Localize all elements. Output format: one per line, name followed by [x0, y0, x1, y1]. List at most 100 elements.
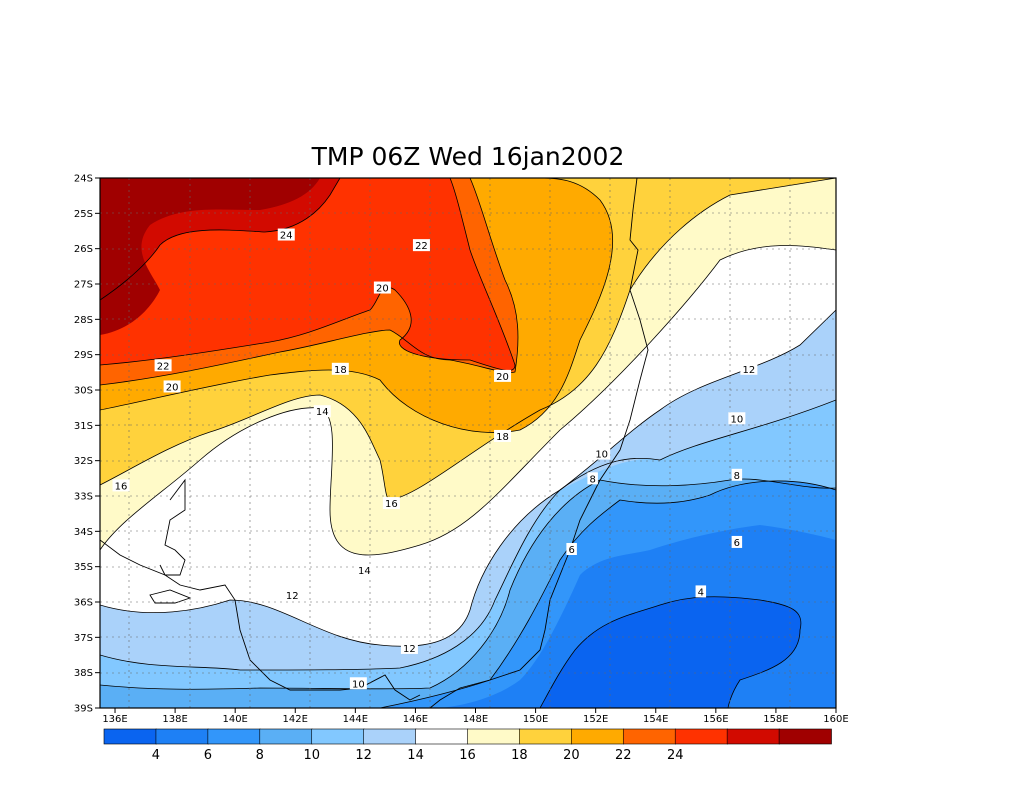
contour-line-22: [100, 178, 516, 371]
colorbar-tick-label: 18: [511, 748, 528, 763]
y-tick-label: 29S: [74, 350, 93, 361]
contour-label-bg: [355, 564, 373, 577]
colorbar-swatch: [467, 728, 521, 745]
contour-label: 12: [403, 644, 416, 655]
colorbar-swatch: [259, 728, 313, 745]
x-tick-label: 158E: [763, 714, 788, 725]
colorbar-tick-label: 12: [355, 748, 372, 763]
y-tick-label: 32S: [74, 456, 93, 467]
contour-label-bg: [154, 359, 172, 372]
y-tick-label: 31S: [74, 421, 93, 432]
x-tick-label: 142E: [283, 714, 308, 725]
contour-label: 18: [496, 432, 509, 443]
contour-line-14: [100, 245, 836, 556]
contour-label: 24: [280, 231, 293, 242]
x-tick-label: 150E: [523, 714, 548, 725]
colorbar-swatch: [622, 728, 677, 745]
contour-label-bg: [349, 677, 367, 690]
y-tick-label: 27S: [74, 280, 93, 291]
contour-label: 10: [730, 414, 743, 425]
contour-label-bg: [731, 535, 743, 548]
y-tick-label: 39S: [74, 704, 93, 715]
colorbar-tick-label: 10: [303, 748, 320, 763]
contour-label: 4: [698, 587, 704, 598]
contour-label-bg: [740, 362, 758, 375]
colorbar-tick-label: 6: [204, 748, 212, 763]
colorbar-tick-label: 4: [152, 748, 160, 763]
colorbar-swatch: [726, 728, 780, 745]
colorbar-swatch: [363, 728, 417, 745]
contour-line-12: [100, 309, 836, 647]
y-tick-label: 28S: [74, 315, 93, 326]
colorbar-tick-label: 22: [615, 748, 632, 763]
contour-label-bg: [313, 405, 331, 418]
colorbar-swatch: [155, 728, 209, 745]
contour-line-24: [100, 178, 341, 301]
contour-label: 20: [496, 372, 509, 383]
band-above-26: [100, 178, 320, 335]
contour-label-bg: [163, 380, 181, 393]
y-tick-label: 36S: [74, 598, 93, 609]
colorbar: [103, 728, 832, 745]
contour-label: 16: [115, 481, 128, 492]
contour-line-4: [539, 596, 802, 708]
contour-label-bg: [283, 588, 301, 601]
contour-label-bg: [373, 281, 391, 294]
contour-label-bg: [494, 369, 512, 382]
colorbar-swatch: [311, 728, 365, 745]
contour-label-bg: [277, 228, 295, 241]
colorbar-swatch: [415, 728, 469, 745]
x-tick-label: 156E: [703, 714, 728, 725]
x-tick-label: 136E: [102, 714, 127, 725]
contour-label-bg: [566, 543, 577, 555]
y-tick-label: 37S: [74, 633, 93, 644]
y-tick-label: 30S: [74, 386, 93, 397]
contour-label-bg: [728, 412, 746, 425]
x-tick-label: 160E: [823, 714, 848, 725]
colorbar-swatch: [674, 728, 728, 745]
contour-label-bg: [695, 585, 707, 598]
colorbar-swatch: [571, 728, 625, 745]
contour-line-10: [100, 399, 836, 671]
contour-line-8: [100, 478, 836, 690]
y-tick-label: 38S: [74, 668, 93, 679]
colorbar-swatch: [519, 728, 573, 745]
colorbar-tick-label: 20: [563, 748, 580, 763]
y-tick-label: 24S: [74, 174, 93, 185]
chart-title: TMP 06Z Wed 16jan2002: [311, 142, 625, 171]
contour-label: 22: [415, 241, 428, 252]
contour-label: 14: [316, 407, 329, 418]
x-tick-label: 146E: [403, 714, 428, 725]
contour-label: 10: [352, 679, 365, 690]
colorbar-tick-label: 14: [407, 748, 424, 763]
contour-label: 22: [157, 361, 170, 372]
contour-label-bg: [400, 641, 418, 654]
contour-label-bg: [382, 497, 400, 510]
x-tick-label: 140E: [222, 714, 247, 725]
contour-label-bg: [587, 472, 598, 485]
x-tick-label: 154E: [643, 714, 668, 725]
colorbar-swatch: [207, 728, 261, 745]
contour-label-bg: [731, 468, 743, 481]
y-tick-label: 33S: [74, 492, 93, 503]
colorbar-tick-label: 8: [256, 748, 264, 763]
x-tick-label: 152E: [583, 714, 608, 725]
contour-label: 12: [743, 365, 756, 376]
y-tick-label: 25S: [74, 209, 93, 220]
contour-label-bg: [593, 447, 611, 460]
x-tick-label: 148E: [463, 714, 488, 725]
island: [149, 589, 192, 604]
y-axis-ticks: 24S 25S 26S 27S 28S 29S 30S 31S 32S 33S 34S 35S 36S 3…: [74, 174, 100, 715]
coastline-gulf: [159, 478, 186, 576]
contour-label-bg: [331, 362, 349, 375]
contour-label-bg: [112, 479, 130, 492]
colorbar-swatch: [103, 728, 157, 745]
colorbar-ticks: 4 6 8 10 12 14 16 18 20 22 24: [152, 748, 684, 763]
y-tick-label: 34S: [74, 527, 93, 538]
contour-label: 8: [734, 471, 740, 482]
y-tick-label: 35S: [74, 562, 93, 573]
plot-frame: [99, 177, 837, 709]
colorbar-swatch: [778, 728, 832, 745]
contour-label-bg: [494, 429, 512, 442]
